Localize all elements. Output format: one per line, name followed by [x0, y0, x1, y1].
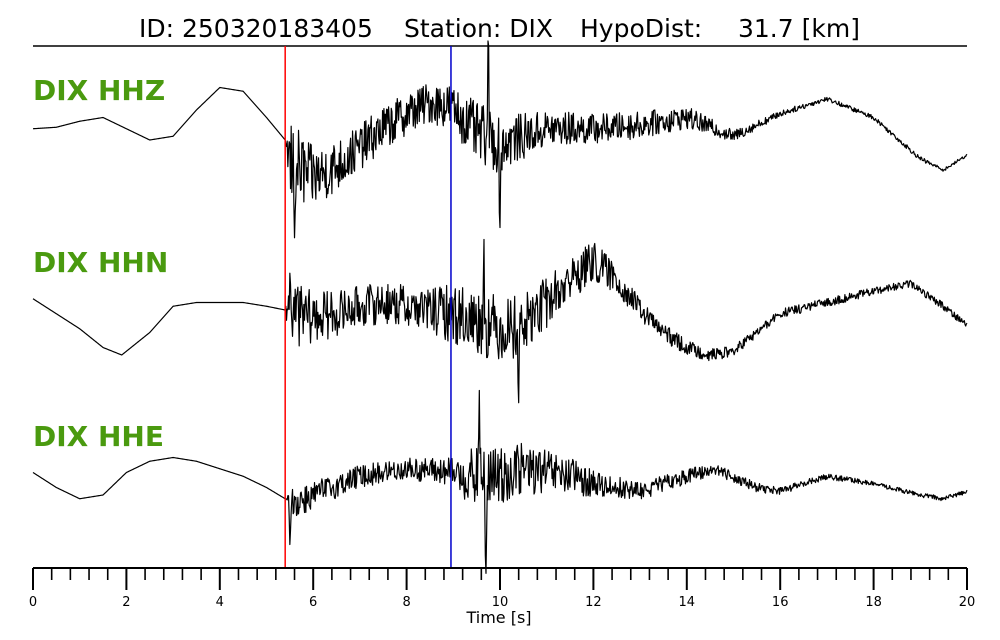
trace-dix-hhz — [32, 40, 968, 239]
tick-label: 16 — [772, 595, 789, 610]
tick-label: 18 — [865, 595, 882, 610]
channel-label-dix-hhz: DIX HHZ — [33, 74, 165, 107]
traces-group — [32, 40, 968, 574]
tick-label: 14 — [679, 595, 696, 610]
tick-label: 4 — [216, 595, 224, 610]
trace-dix-hhe — [32, 389, 968, 574]
tick-label: 8 — [402, 595, 410, 610]
picks-group — [284, 46, 452, 568]
tick-label: 6 — [309, 595, 317, 610]
tick-label: 2 — [122, 595, 130, 610]
header-station: Station: DIX — [404, 14, 553, 43]
tick-label: 12 — [585, 595, 602, 610]
channel-label-dix-hhn: DIX HHN — [33, 246, 168, 279]
channel-labels-group: DIX HHZ DIX HHN DIX HHE — [33, 74, 168, 453]
time-axis: 0 2 4 6 8 10 12 14 16 18 20 — [29, 567, 976, 610]
trace-dix-hhn — [32, 238, 968, 404]
tick-label: 0 — [29, 595, 37, 610]
header-id: ID: 250320183405 — [139, 14, 373, 43]
header-dist-label: HypoDist: — [580, 14, 702, 43]
tick-label: 20 — [959, 595, 976, 610]
channel-label-dix-hhe: DIX HHE — [33, 420, 164, 453]
header-dist-value: 31.7 [km] — [738, 14, 860, 43]
tick-label: 10 — [492, 595, 509, 610]
x-axis-label: Time [s] — [465, 608, 531, 627]
